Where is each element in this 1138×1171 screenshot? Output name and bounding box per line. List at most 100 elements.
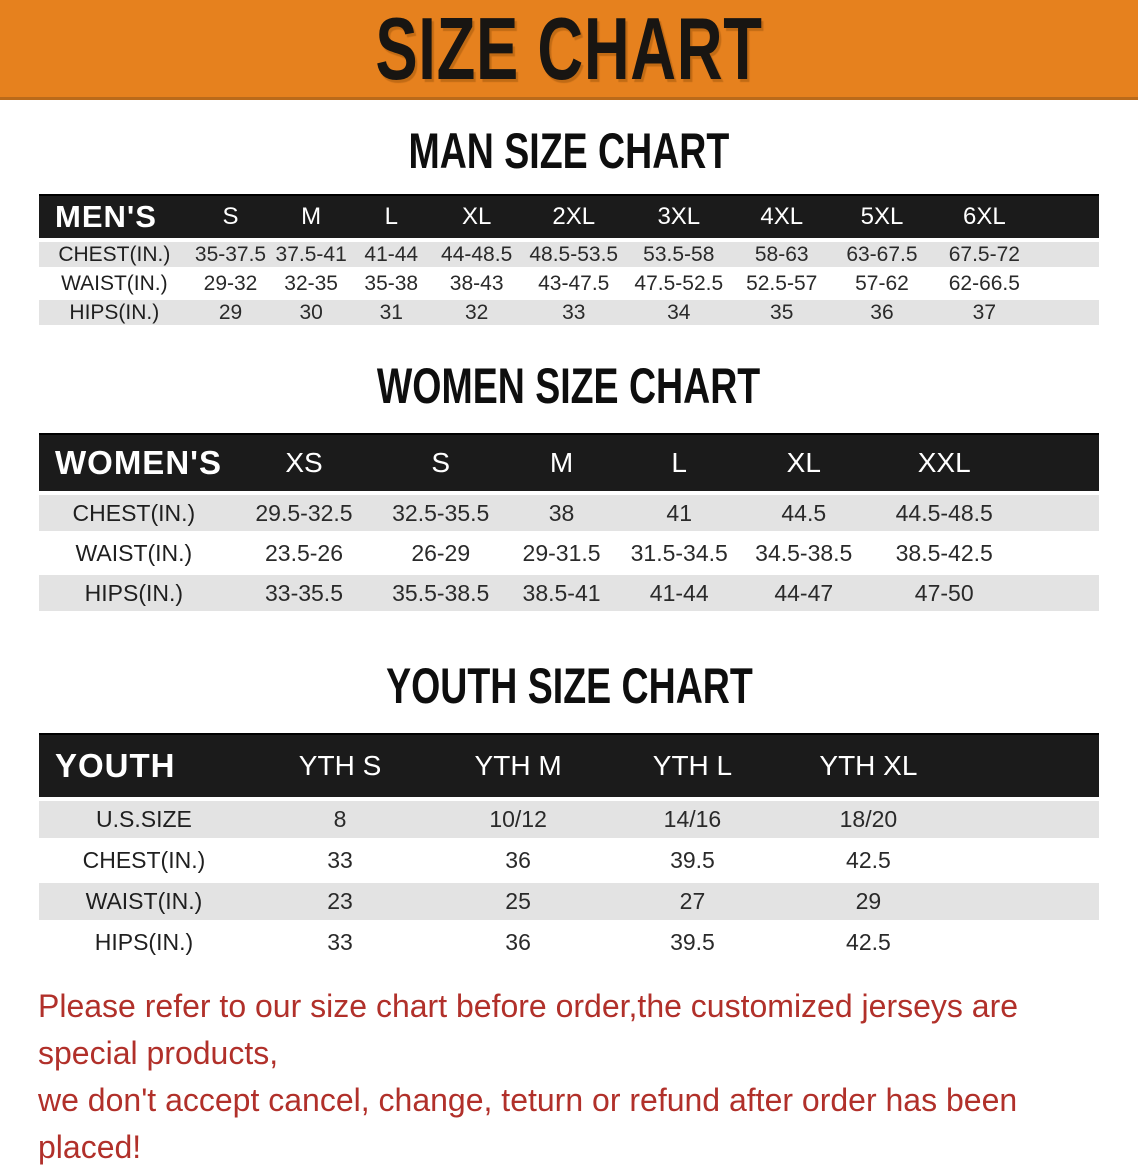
size-value: 38.5-42.5: [870, 531, 1019, 571]
column-header: YTH S: [248, 733, 432, 797]
size-value: 38: [502, 491, 621, 531]
youth-size-table: YOUTH YTH S YTH M YTH L YTH XL U.S.SIZE 8 10/12…: [39, 733, 1099, 961]
size-value: 57-62: [831, 267, 933, 296]
size-value: 43-47.5: [521, 267, 626, 296]
table-row: HIPS(IN.) 33-35.5 35.5-38.5 38.5-41 41-44 44-…: [39, 571, 1099, 611]
spacer-cell: [956, 838, 1099, 879]
size-value: 52.5-57: [731, 267, 832, 296]
row-label: CHEST(IN.): [39, 491, 229, 531]
size-value: 29.5-32.5: [228, 491, 380, 531]
size-value: 32-35: [271, 267, 351, 296]
column-header: M: [271, 194, 351, 238]
size-value: 63-67.5: [831, 238, 933, 267]
size-value: 41-44: [350, 238, 432, 267]
spacer-cell: [1036, 194, 1099, 238]
women-size-section: WOMEN SIZE CHART WOMEN'S XS S M L XL XXL CHEST(…: [0, 361, 1138, 611]
size-value: 58-63: [731, 238, 832, 267]
women-section-heading-text: WOMEN SIZE CHART: [377, 358, 761, 414]
disclaimer-line-2: we don't accept cancel, change, teturn o…: [38, 1082, 1018, 1165]
size-value: 39.5: [605, 920, 780, 961]
size-value: 29-31.5: [502, 531, 621, 571]
row-label: CHEST(IN.): [39, 238, 190, 267]
size-value: 34: [625, 296, 732, 325]
table-header-row: MEN'S S M L XL 2XL 3XL 4XL 5XL 6XL: [39, 194, 1099, 238]
spacer-cell: [1018, 571, 1099, 611]
size-value: 34.5-38.5: [737, 531, 871, 571]
column-header: XL: [431, 194, 522, 238]
size-value: 29: [189, 296, 272, 325]
size-value: 26-29: [379, 531, 503, 571]
size-value: 35: [731, 296, 832, 325]
size-value: 29: [779, 879, 957, 920]
column-header: XS: [228, 433, 380, 491]
disclaimer-line-1: Please refer to our size chart before or…: [38, 988, 1019, 1071]
size-value: 25: [431, 879, 606, 920]
size-value: 32.5-35.5: [379, 491, 503, 531]
column-header: 4XL: [731, 194, 832, 238]
youth-size-section: YOUTH SIZE CHART YOUTH YTH S YTH M YTH L YTH…: [0, 661, 1138, 961]
column-header: M: [502, 433, 621, 491]
size-value: 41: [620, 491, 738, 531]
column-header: XXL: [870, 433, 1019, 491]
column-header: YTH L: [605, 733, 780, 797]
spacer-cell: [956, 879, 1099, 920]
men-size-table: MEN'S S M L XL 2XL 3XL 4XL 5XL 6XL CHEST(IN.) 35-37…: [39, 194, 1099, 325]
column-header: L: [350, 194, 432, 238]
row-label: U.S.SIZE: [39, 797, 249, 838]
row-label: HIPS(IN.): [39, 571, 229, 611]
size-value: 44.5: [737, 491, 871, 531]
row-label: WAIST(IN.): [39, 879, 249, 920]
column-header: YTH M: [431, 733, 606, 797]
size-value: 8: [248, 797, 432, 838]
size-value: 44-47: [737, 571, 871, 611]
spacer-cell: [1036, 296, 1099, 325]
column-header: 5XL: [831, 194, 933, 238]
row-label: HIPS(IN.): [39, 296, 190, 325]
size-value: 37: [932, 296, 1037, 325]
table-row: CHEST(IN.) 33 36 39.5 42.5: [39, 838, 1099, 879]
size-value: 42.5: [779, 838, 957, 879]
size-value: 41-44: [620, 571, 738, 611]
column-header: 2XL: [521, 194, 626, 238]
table-row: CHEST(IN.) 29.5-32.5 32.5-35.5 38 41 44.5 44.5…: [39, 491, 1099, 531]
spacer-cell: [1036, 238, 1099, 267]
spacer-cell: [956, 920, 1099, 961]
size-value: 36: [431, 920, 606, 961]
size-value: 36: [831, 296, 933, 325]
spacer-cell: [1018, 531, 1099, 571]
women-section-heading: WOMEN SIZE CHART: [0, 361, 1138, 411]
size-value: 35-37.5: [189, 238, 272, 267]
size-value: 23.5-26: [228, 531, 380, 571]
column-header: 6XL: [932, 194, 1037, 238]
size-value: 47.5-52.5: [625, 267, 732, 296]
column-header: 3XL: [625, 194, 732, 238]
youth-section-heading: YOUTH SIZE CHART: [0, 661, 1138, 711]
row-label: WAIST(IN.): [39, 531, 229, 571]
table-header-row: YOUTH YTH S YTH M YTH L YTH XL: [39, 733, 1099, 797]
spacer-cell: [1036, 267, 1099, 296]
size-value: 33-35.5: [228, 571, 380, 611]
column-header: YTH XL: [779, 733, 957, 797]
size-value: 32: [431, 296, 522, 325]
youth-section-heading-text: YOUTH SIZE CHART: [385, 658, 753, 714]
size-value: 31: [350, 296, 432, 325]
men-section-heading-text: MAN SIZE CHART: [408, 123, 730, 179]
men-size-section: MAN SIZE CHART MEN'S S M L XL 2XL 3XL 4XL 5XL 6XL…: [0, 126, 1138, 325]
spacer-cell: [1018, 491, 1099, 531]
table-header-row: WOMEN'S XS S M L XL XXL: [39, 433, 1099, 491]
size-value: 48.5-53.5: [521, 238, 626, 267]
row-label: HIPS(IN.): [39, 920, 249, 961]
size-value: 38.5-41: [502, 571, 621, 611]
size-value: 47-50: [870, 571, 1019, 611]
table-row: WAIST(IN.) 23 25 27 29: [39, 879, 1099, 920]
size-value: 31.5-34.5: [620, 531, 738, 571]
size-value: 36: [431, 838, 606, 879]
table-group-label: MEN'S: [39, 194, 190, 238]
size-value: 33: [521, 296, 626, 325]
size-value: 38-43: [431, 267, 522, 296]
size-value: 67.5-72: [932, 238, 1037, 267]
table-row: CHEST(IN.) 35-37.5 37.5-41 41-44 44-48.5 48.5…: [39, 238, 1099, 267]
size-value: 62-66.5: [932, 267, 1037, 296]
size-value: 33: [248, 838, 432, 879]
